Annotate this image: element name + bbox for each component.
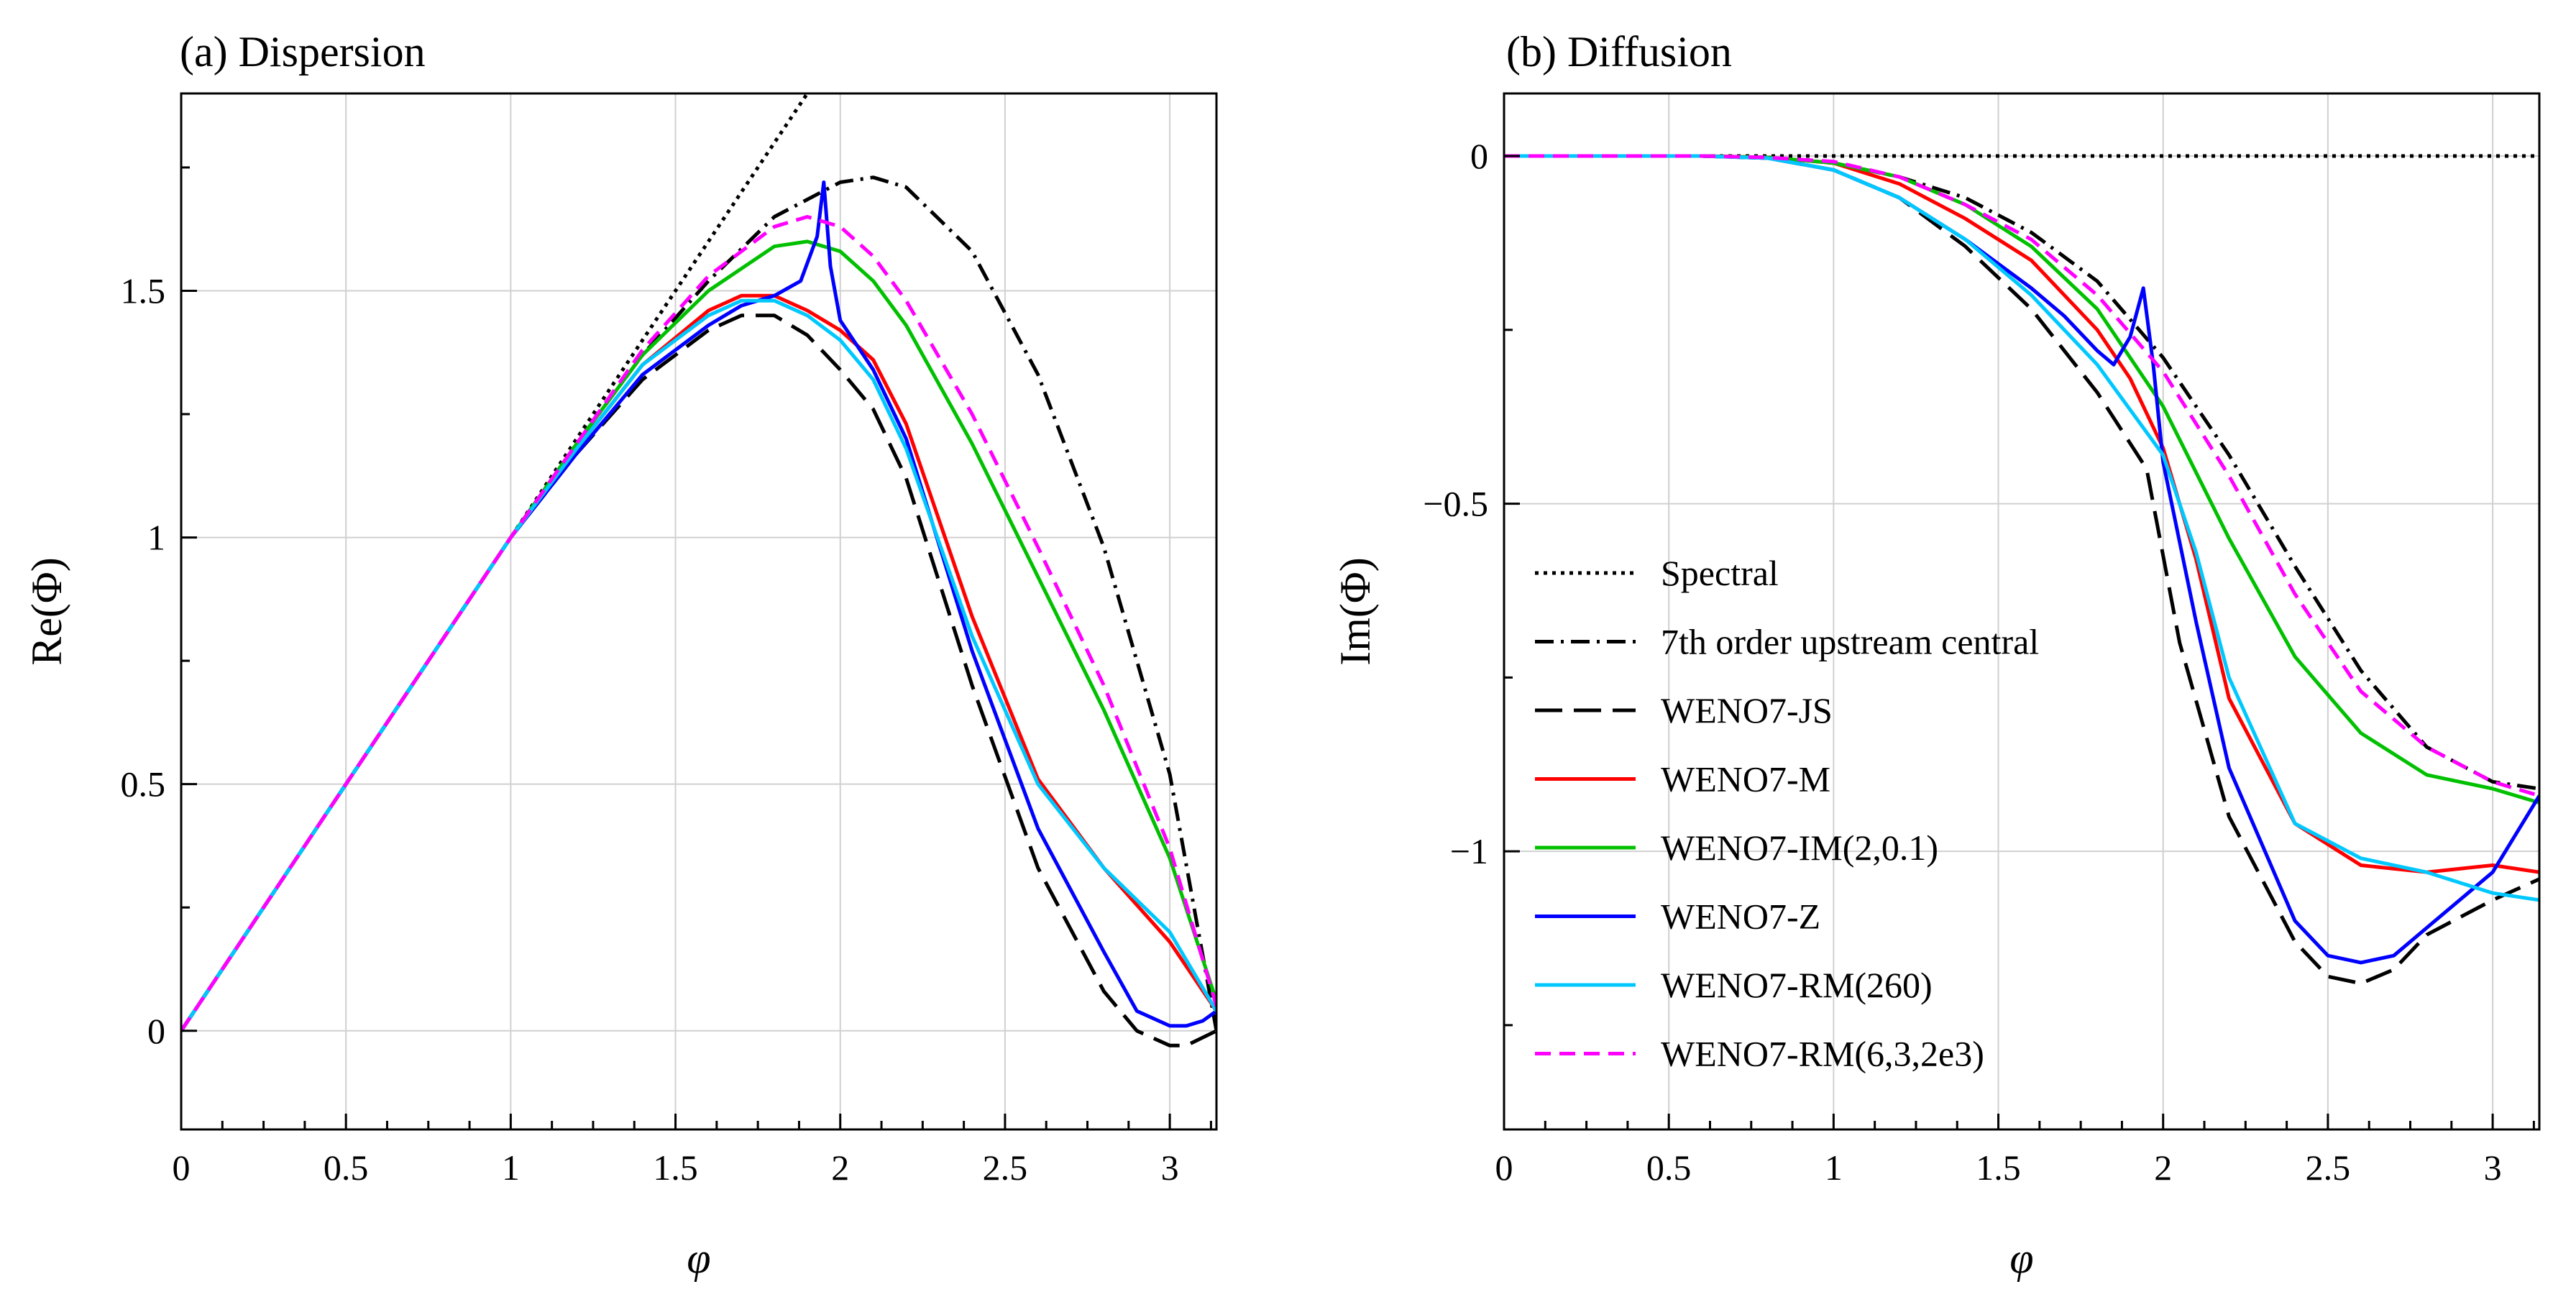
legend-label: WENO7-JS <box>1661 690 1833 730</box>
panel-title: (a) Dispersion <box>180 28 426 75</box>
x-tick-label: 2 <box>2154 1147 2172 1188</box>
y-tick-label: −0.5 <box>1423 484 1488 524</box>
gridlines <box>180 93 1216 1129</box>
series-group <box>181 93 1216 1047</box>
y-tick-label: −1 <box>1450 831 1488 871</box>
x-tick-label: 3 <box>1161 1147 1179 1188</box>
legend-label: WENO7-RM(6,3,2e3) <box>1661 1034 1984 1074</box>
legend-label: WENO7-Z <box>1661 897 1820 937</box>
x-tick-label: 1.5 <box>653 1147 698 1188</box>
chart-panel-b: 0 0.5 1 1.5 2 2.5 3 0 −0.5 −1 (b) Diffusion φ Im(Φ) S… <box>1331 28 2541 1282</box>
x-tick-label: 2.5 <box>983 1147 1028 1188</box>
y-ticks: 0 −0.5 −1 <box>1423 136 1520 1027</box>
x-tick-label: 1 <box>502 1147 520 1188</box>
y-tick-label: 0 <box>147 1011 165 1051</box>
x-tick-label: 0 <box>1495 1147 1513 1188</box>
series-line-weno7-z <box>181 180 1216 1032</box>
series-line-weno7-im-2-0-1 <box>1504 154 2539 804</box>
x-tick-label: 2.5 <box>2306 1147 2351 1188</box>
series-line-weno7-im-2-0-1 <box>181 239 1216 1032</box>
plot-frame <box>180 92 1218 1131</box>
y-axis-label: Im(Φ) <box>1331 557 1379 665</box>
legend-label: WENO7-IM(2,0.1) <box>1661 827 1938 868</box>
series-group <box>1504 154 2539 986</box>
y-tick-label: 1 <box>147 518 165 558</box>
x-ticks: 0 0.5 1 1.5 2 2.5 3 <box>1495 1114 2535 1188</box>
legend-label: WENO7-RM(260) <box>1661 965 1933 1005</box>
y-tick-label: 1.5 <box>121 270 166 311</box>
series-line-weno7-rm-6-3-2e3 <box>1504 154 2539 798</box>
x-tick-label: 0.5 <box>1646 1147 1692 1188</box>
y-tick-label: 0 <box>1470 136 1488 176</box>
x-tick-label: 1 <box>1825 1147 1843 1188</box>
x-tick-label: 3 <box>2484 1147 2502 1188</box>
y-axis-label: Re(Φ) <box>23 557 70 665</box>
legend-label: WENO7-M <box>1661 759 1830 799</box>
x-axis-label: φ <box>2009 1234 2033 1282</box>
chart-panel-a: 0 0.5 1 1.5 2 2.5 3 0 0.5 1 1.5 (a) Dispersion φ Re(Φ… <box>23 28 1218 1282</box>
x-tick-label: 2 <box>831 1147 849 1188</box>
legend-label: 7th order upstream central <box>1661 622 2039 662</box>
series-line-weno7-js <box>181 313 1216 1047</box>
legend: Spectral 7th order upstream central WENO7-… <box>1535 553 2039 1074</box>
series-line-7th-order-upstream-central <box>181 175 1216 1032</box>
series-line-weno7-rm-260 <box>181 298 1216 1032</box>
y-tick-label: 0.5 <box>121 764 166 804</box>
series-line-7th-order-upstream-central <box>1504 154 2539 791</box>
series-line-weno7-rm-6-3-2e3 <box>181 215 1216 1032</box>
x-tick-label: 0.5 <box>324 1147 369 1188</box>
x-tick-label: 1.5 <box>1976 1147 2021 1188</box>
x-ticks: 0 0.5 1 1.5 2 2.5 3 <box>173 1114 1212 1188</box>
series-line-weno7-m <box>1504 154 2539 874</box>
series-line-weno7-z <box>1504 154 2539 965</box>
x-axis-label: φ <box>687 1234 710 1282</box>
legend-label: Spectral <box>1661 553 1779 593</box>
panel-title: (b) Diffusion <box>1506 28 1732 75</box>
y-ticks: 0 0.5 1 1.5 <box>121 166 197 1051</box>
plot-frame <box>1503 92 2541 1131</box>
x-tick-label: 0 <box>173 1147 191 1188</box>
series-line-weno7-rm-260 <box>1504 154 2539 902</box>
series-line-weno7-m <box>181 293 1216 1032</box>
